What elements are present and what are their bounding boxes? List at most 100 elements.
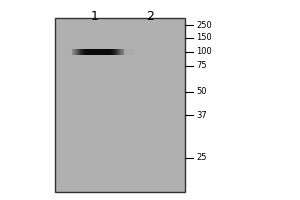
Bar — [116, 49, 118, 55]
Bar — [100, 49, 102, 55]
Bar — [72, 49, 74, 55]
Bar — [98, 49, 99, 55]
Bar — [86, 49, 87, 55]
Bar — [95, 49, 97, 55]
Bar — [94, 49, 95, 55]
Bar — [108, 49, 109, 55]
Bar — [106, 49, 108, 55]
Bar — [79, 49, 80, 55]
Bar — [110, 49, 111, 55]
Bar — [127, 49, 128, 55]
Bar — [110, 49, 111, 55]
Text: 25: 25 — [196, 154, 206, 162]
Bar — [86, 49, 87, 55]
Bar — [121, 49, 122, 55]
Bar — [102, 49, 104, 55]
Bar — [85, 49, 86, 55]
Bar — [73, 49, 74, 55]
Bar — [118, 49, 120, 55]
Bar — [77, 49, 78, 55]
Bar — [108, 49, 109, 55]
Text: 250: 250 — [196, 21, 212, 29]
Bar — [93, 49, 94, 55]
Bar — [84, 49, 85, 55]
Bar — [121, 49, 122, 55]
Bar — [95, 49, 96, 55]
Bar — [113, 49, 114, 55]
Bar — [78, 49, 79, 55]
Bar — [106, 49, 107, 55]
Bar — [112, 49, 114, 55]
Bar — [107, 49, 108, 55]
Bar — [115, 49, 116, 55]
Bar — [129, 49, 130, 55]
Bar — [98, 49, 99, 55]
Bar — [93, 49, 94, 55]
Bar — [84, 49, 86, 55]
Bar — [112, 49, 113, 55]
Bar — [103, 49, 104, 55]
Bar — [85, 49, 86, 55]
Bar — [94, 49, 95, 55]
Bar — [112, 49, 113, 55]
Bar — [100, 49, 102, 55]
Bar — [85, 49, 86, 55]
Bar — [118, 49, 119, 55]
Bar — [116, 49, 117, 55]
Bar — [92, 49, 94, 55]
Bar — [117, 49, 118, 55]
Bar — [99, 49, 101, 55]
Bar — [101, 49, 102, 55]
Bar — [123, 49, 124, 55]
Bar — [93, 49, 94, 55]
Bar — [79, 49, 80, 55]
Bar — [125, 49, 127, 55]
Bar — [124, 49, 126, 55]
Bar — [103, 49, 105, 55]
Bar — [124, 49, 125, 55]
Bar — [124, 49, 125, 55]
Bar — [120, 49, 122, 55]
Bar — [104, 49, 106, 55]
Bar — [80, 49, 81, 55]
Bar — [86, 49, 87, 55]
Text: 1: 1 — [91, 10, 99, 23]
Bar — [121, 49, 122, 55]
Bar — [80, 49, 81, 55]
Bar — [110, 49, 112, 55]
Bar — [108, 49, 110, 55]
Bar — [101, 49, 103, 55]
Bar — [82, 49, 83, 55]
Bar — [131, 49, 132, 55]
Bar — [100, 49, 101, 55]
Bar — [92, 49, 94, 55]
Text: 2: 2 — [146, 10, 154, 23]
Bar — [119, 49, 120, 55]
Bar — [84, 49, 86, 55]
Bar — [117, 49, 118, 55]
Bar — [91, 49, 92, 55]
Bar — [100, 49, 101, 55]
Bar — [106, 49, 107, 55]
Bar — [109, 49, 110, 55]
Bar — [119, 49, 120, 55]
Bar — [93, 49, 94, 55]
Bar — [112, 49, 113, 55]
Bar — [76, 49, 77, 55]
Text: 100: 100 — [196, 47, 212, 56]
Bar — [110, 49, 111, 55]
Bar — [96, 49, 98, 55]
Bar — [92, 49, 93, 55]
Bar — [114, 49, 116, 55]
Bar — [79, 49, 80, 55]
Bar — [87, 49, 88, 55]
Bar — [120, 49, 122, 55]
Bar — [107, 49, 109, 55]
Bar — [103, 49, 105, 55]
Bar — [112, 49, 113, 55]
Bar — [80, 49, 81, 55]
Bar — [74, 49, 75, 55]
Bar — [109, 49, 110, 55]
Bar — [75, 49, 76, 55]
Bar — [107, 49, 108, 55]
